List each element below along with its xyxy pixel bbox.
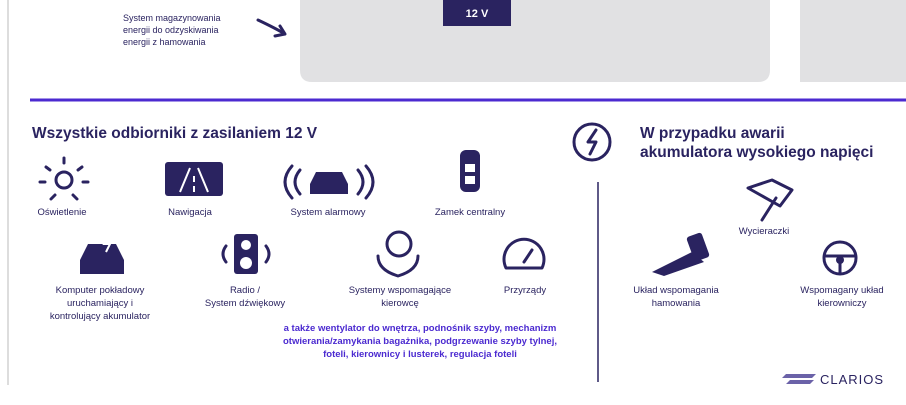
icon-assist	[378, 232, 418, 276]
note-line: otwierania/zamykania bagażnika, podgrzew…	[283, 336, 557, 347]
arrow	[258, 20, 285, 36]
section-title: akumulatora wysokiego napięci	[640, 144, 873, 161]
icon-radio	[223, 234, 269, 274]
item-label: Systemy wspomagające	[349, 285, 451, 296]
item-label: kierowcę	[381, 298, 419, 309]
item-label: System alarmowy	[291, 207, 366, 218]
item-label: Oświetlenie	[37, 207, 86, 218]
item-label: kontrolujący akumulator	[50, 311, 150, 322]
item-label: Nawigacja	[168, 207, 213, 218]
car-part	[800, 0, 906, 82]
item-label: hamowania	[652, 298, 701, 309]
item-label: kierowniczy	[817, 298, 866, 309]
item-label: System dźwiękowy	[205, 298, 285, 309]
item-label: Układ wspomagania	[633, 285, 719, 296]
infographic: 12 V System magazynowania energii do odz…	[0, 0, 906, 405]
icon-alarm	[285, 166, 373, 198]
icon-wipers	[748, 180, 792, 220]
item-label: Przyrządy	[504, 285, 546, 296]
icon-nav	[165, 162, 223, 196]
item-label: uruchamiający i	[67, 298, 133, 309]
icon-gauge	[504, 239, 544, 268]
icon-light	[40, 158, 88, 199]
item-label: Wycieraczki	[739, 226, 790, 237]
item-label: Zamek centralny	[435, 207, 505, 218]
battery-label: 12 V	[466, 8, 489, 20]
page: {"top":{"battery":"12 V","caption":["Sys…	[0, 0, 906, 405]
note-line: foteli, kierownicy i lusterek, regulacja…	[323, 349, 517, 360]
icon-warning	[574, 124, 610, 160]
logo-mark	[782, 374, 816, 384]
car-body	[300, 0, 770, 82]
note-line: a także wentylator do wnętrza, podnośnik…	[284, 323, 557, 334]
caption-line: energii z hamowania	[123, 37, 206, 47]
item-label: Radio /	[230, 285, 260, 296]
logo: CLARIOS	[820, 372, 884, 387]
icon-lock	[460, 150, 480, 192]
icon-steering	[824, 242, 856, 274]
section-title: W przypadku awarii	[640, 125, 785, 142]
caption-line: energii do odzyskiwania	[123, 25, 219, 35]
section-title: Wszystkie odbiorniki z zasilaniem 12 V	[32, 125, 318, 142]
item-label: Wspomagany układ	[800, 285, 883, 296]
caption-line: System magazynowania	[123, 13, 221, 23]
item-label: Komputer pokładowy	[56, 285, 145, 296]
icon-brake	[652, 232, 710, 276]
icon-car-battery	[80, 236, 124, 274]
